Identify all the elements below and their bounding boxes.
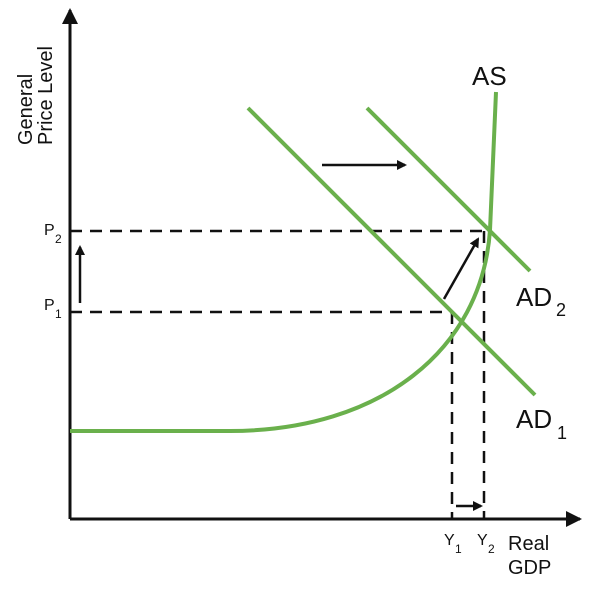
y-axis-label: General Price Level xyxy=(15,46,57,145)
ad1-label: AD xyxy=(516,404,552,434)
dashed-guides xyxy=(70,229,486,519)
y1-tick-label: Y xyxy=(444,532,455,549)
ad1-curve xyxy=(246,106,537,397)
x-axis-label-line1: Real xyxy=(508,533,549,555)
ad2-label: AD xyxy=(516,282,552,312)
y2-tick-label: Y xyxy=(477,532,488,549)
p2-tick-label: P xyxy=(44,222,55,239)
p1-tick-subscript: 1 xyxy=(55,307,62,321)
ad2-curve xyxy=(365,106,532,273)
y-axis-label-line1: General xyxy=(15,74,37,145)
equilibrium-shift-arrow xyxy=(442,237,480,300)
y2-tick-subscript: 2 xyxy=(488,542,495,556)
p1-tick-label: P xyxy=(44,297,55,314)
x-axis-label-line2: GDP xyxy=(508,557,551,579)
y-axis-label-line2: Price Level xyxy=(35,46,57,145)
ad1-label-subscript: 1 xyxy=(557,423,567,443)
p2-tick-subscript: 2 xyxy=(55,232,62,246)
as-curve xyxy=(70,91,498,433)
as-label: AS xyxy=(472,61,507,91)
y1-tick-subscript: 1 xyxy=(455,542,462,556)
ad2-label-subscript: 2 xyxy=(556,300,566,320)
